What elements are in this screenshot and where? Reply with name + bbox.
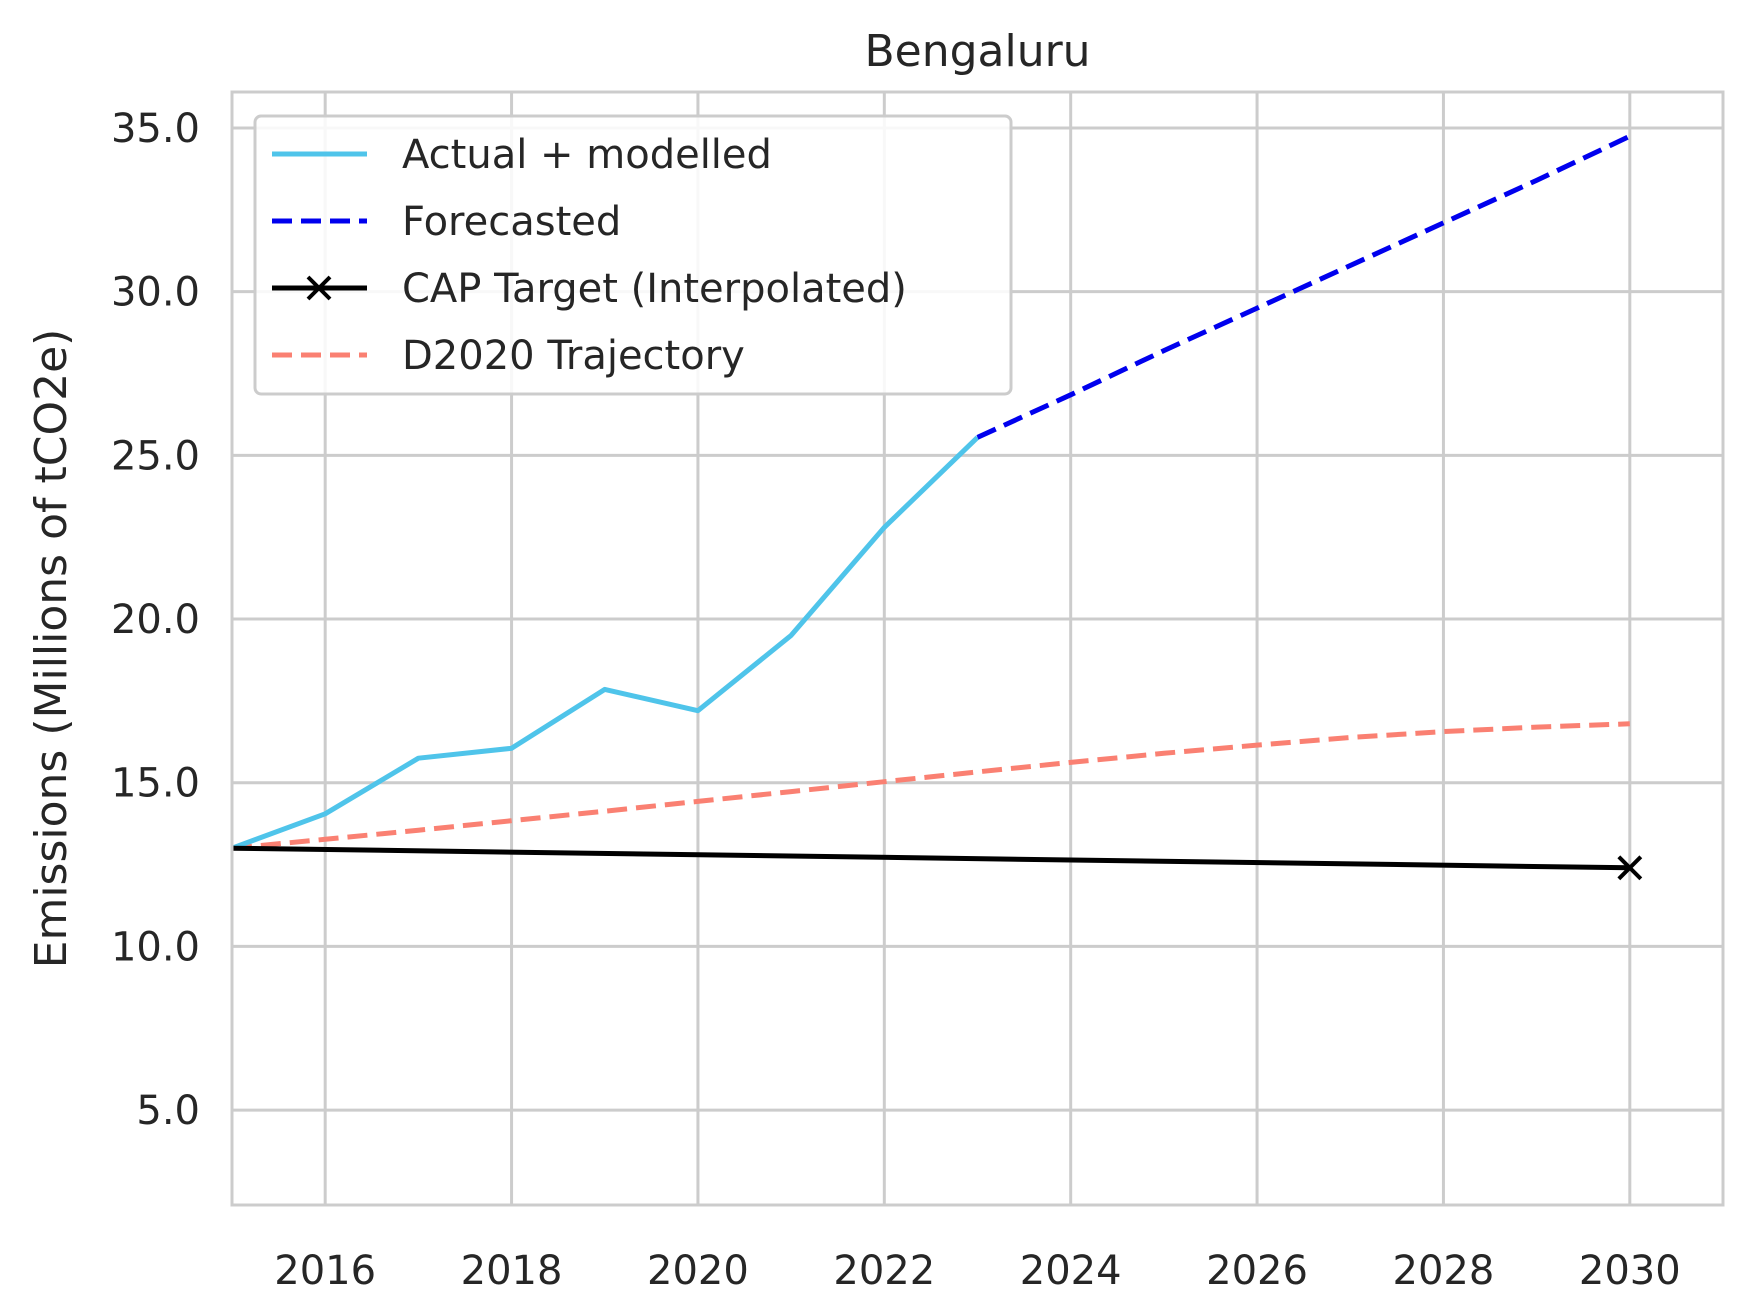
series-line-d2020-trajectory xyxy=(231,721,1630,851)
x-tick-label: 2024 xyxy=(1020,1248,1122,1294)
x-tick-label: 2016 xyxy=(274,1248,376,1294)
x-tick-labels: 2016 2018 2020 2022 2024 2026 2028 2030 xyxy=(274,1248,1680,1294)
y-tick-label: 15.0 xyxy=(111,761,200,807)
y-tick-label: 30.0 xyxy=(111,270,200,316)
y-tick-label: 20.0 xyxy=(111,597,200,643)
x-tick-label: 2030 xyxy=(1579,1248,1681,1294)
legend-item-actual-modelled: Actual + modelled xyxy=(272,132,772,178)
plot-frame xyxy=(230,90,1725,1207)
legend-label: D2020 Trajectory xyxy=(402,333,745,379)
y-axis-label: Emissions (Millions of tCO2e) xyxy=(26,329,77,969)
series-line-cap-target-interpolated xyxy=(231,845,1630,871)
legend-item-cap-target-interpolated: CAP Target (Interpolated) xyxy=(272,266,907,312)
y-tick-label: 5.0 xyxy=(136,1088,200,1134)
legend-marker xyxy=(306,275,332,301)
legend-label: Actual + modelled xyxy=(402,132,772,178)
x-tick-label: 2020 xyxy=(647,1248,749,1294)
chart-title: Bengaluru xyxy=(864,26,1090,77)
x-tick-label: 2022 xyxy=(833,1248,935,1294)
series-layer xyxy=(231,133,1643,881)
series-line-forecasted xyxy=(976,133,1631,440)
y-tick-labels: 5.0 10.0 15.0 20.0 25.0 30.0 35.0 xyxy=(111,106,200,1134)
legend-item-forecasted: Forecasted xyxy=(272,199,621,245)
x-tick-label: 2028 xyxy=(1393,1248,1495,1294)
x-tick-label: 2026 xyxy=(1206,1248,1308,1294)
marker-stroke xyxy=(1617,855,1643,881)
series-marker-cap-target-interpolated xyxy=(1617,855,1643,881)
legend: Actual + modelled Forecasted CAP Target (I… xyxy=(253,114,1013,396)
legend-box xyxy=(253,114,1013,396)
x-tick-label: 2018 xyxy=(461,1248,563,1294)
legend-label: CAP Target (Interpolated) xyxy=(402,266,907,312)
y-tick-label: 10.0 xyxy=(111,924,200,970)
y-tick-label: 35.0 xyxy=(111,106,200,152)
y-tick-label: 25.0 xyxy=(111,433,200,479)
legend-item-d2020-trajectory: D2020 Trajectory xyxy=(272,333,745,379)
series-line-actual-modelled xyxy=(231,435,980,851)
legend-label: Forecasted xyxy=(402,199,621,245)
